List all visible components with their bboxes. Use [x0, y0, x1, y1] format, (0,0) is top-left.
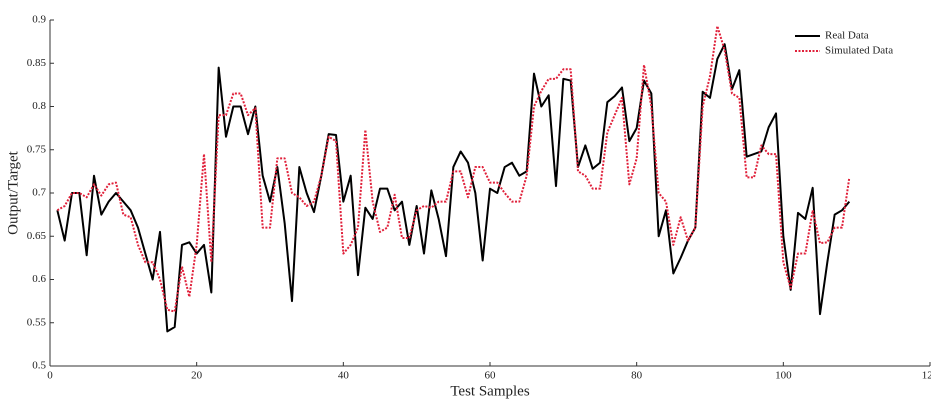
line-series: [56, 25, 851, 313]
x-tick-label: 120: [922, 370, 931, 382]
y-axis-title: Output/Target: [5, 150, 21, 234]
x-tick-label: 40: [338, 370, 350, 382]
legend-label: Simulated Data: [825, 45, 893, 57]
x-tick-label: 100: [775, 370, 792, 382]
y-tick-label: 0.6: [32, 273, 46, 285]
y-tick-label: 0.7: [32, 187, 46, 199]
y-tick-label: 0.85: [27, 57, 47, 69]
x-tick-label: 0: [47, 370, 53, 382]
x-tick-label: 80: [631, 370, 643, 382]
x-tick-label: 60: [485, 370, 497, 382]
x-axis-title: Test Samples: [450, 383, 530, 399]
y-tick-label: 0.65: [27, 230, 47, 242]
y-tick-label: 0.8: [32, 100, 46, 112]
legend-label: Real Data: [825, 30, 869, 42]
line-series: [56, 43, 851, 333]
x-tick-label: 20: [191, 370, 203, 382]
y-tick-label: 0.75: [27, 143, 47, 155]
y-tick-label: 0.9: [32, 14, 46, 26]
y-tick-label: 0.5: [32, 360, 46, 372]
y-tick-label: 0.55: [27, 316, 47, 328]
